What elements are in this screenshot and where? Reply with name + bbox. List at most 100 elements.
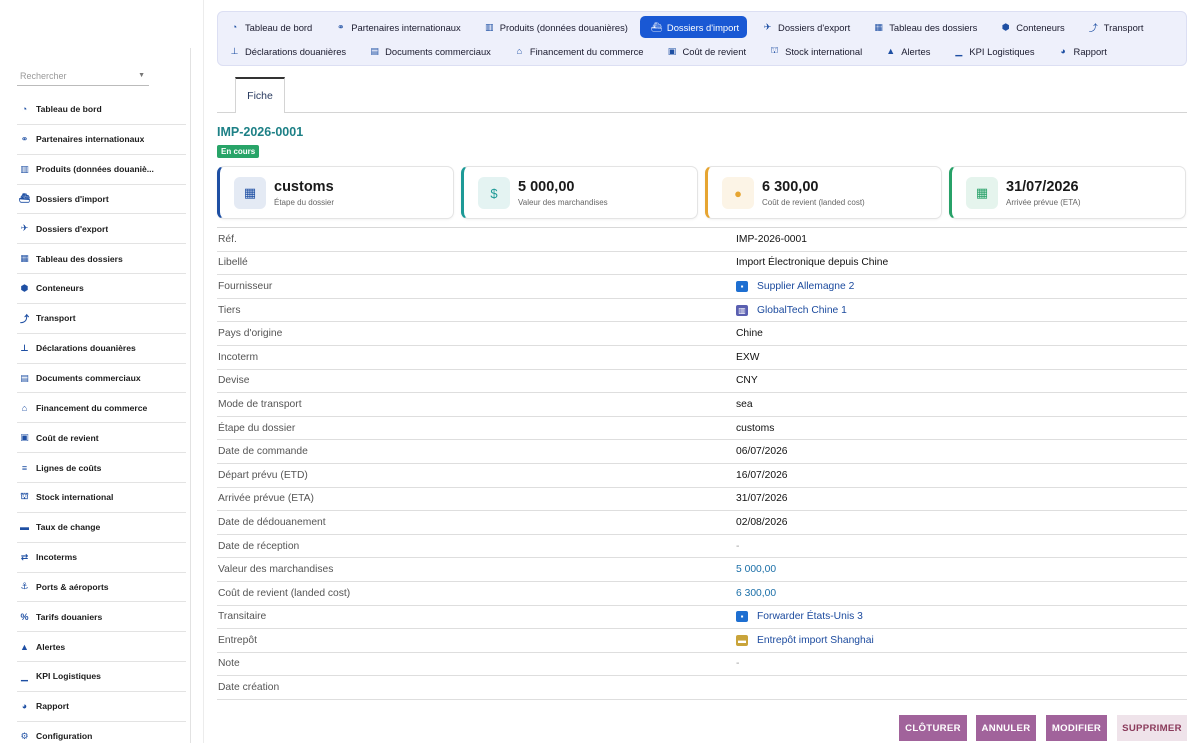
sidebar-item-16[interactable]: ⇄ Incoterms xyxy=(17,543,186,573)
top-nav-label: Dossiers d'import xyxy=(666,21,740,33)
edit-button[interactable]: MODIFIER xyxy=(1046,715,1107,741)
search-select[interactable]: Rechercher ▼ xyxy=(17,66,149,86)
handshake-icon: ⚭ xyxy=(20,133,29,144)
sidebar-item-label: Ports & aéroports xyxy=(36,581,109,592)
detail-label: Étape du dossier xyxy=(218,422,296,434)
sidebar-item-label: Dossiers d'import xyxy=(36,193,109,204)
detail-value: 5 000,00 xyxy=(736,564,776,575)
sidebar-item-17[interactable]: ⚓ Ports & aéroports xyxy=(17,573,186,603)
top-nav-item[interactable]: ⤴ Transport xyxy=(1077,16,1152,38)
top-nav-item[interactable]: ⊥ Déclarations douanières xyxy=(218,40,354,62)
summary-card: ▦ 31/07/2026 Arrivée prévue (ETA) xyxy=(949,166,1186,219)
detail-label: Incoterm xyxy=(218,351,259,363)
ship-icon: ⛴ xyxy=(18,193,31,204)
warehouse-box-icon: ▬ xyxy=(736,634,748,646)
delete-button[interactable]: SUPPRIMER xyxy=(1117,715,1187,741)
top-nav-row-1: ◔ Tableau de bord ⚭ Partenaires internation… xyxy=(218,16,1156,38)
sidebar-item-3[interactable]: ▥ Produits (données douaniè... xyxy=(17,155,186,185)
detail-value-text: Chine xyxy=(736,328,763,340)
top-nav-item[interactable]: ⚭ Partenaires internationaux xyxy=(324,16,468,38)
calculator-icon: ▣ xyxy=(667,45,677,56)
box-icon: ⬢ xyxy=(1001,21,1010,32)
detail-row: Coût de revient (landed cost) 6 300,00 xyxy=(217,582,1187,606)
sidebar-item-11[interactable]: ⌂ Financement du commerce xyxy=(17,393,186,424)
top-nav-item[interactable]: ⌂ Financement du commerce xyxy=(503,40,652,62)
sidebar-item-22[interactable]: ⚙ Configuration xyxy=(17,722,186,743)
sidebar-item-7[interactable]: ⬢ Conteneurs xyxy=(17,274,186,304)
detail-value: - xyxy=(736,658,739,669)
top-nav-item[interactable]: ✈ Dossiers d'export xyxy=(751,16,858,38)
detail-value-text: 31/07/2026 xyxy=(736,493,788,505)
detail-row: Entrepôt ▬ Entrepôt import Shanghai xyxy=(217,629,1187,653)
sidebar-item-8[interactable]: ⤴ Transport xyxy=(17,304,186,334)
detail-value: IMP-2026-0001 xyxy=(736,234,807,245)
top-nav-item[interactable]: ▁ KPI Logistiques xyxy=(942,40,1042,62)
calculator-icon: ▣ xyxy=(20,432,29,443)
top-nav-label: Tableau des dossiers xyxy=(889,21,978,33)
cancel-button[interactable]: ANNULER xyxy=(976,715,1036,741)
top-nav-item[interactable]: ◔ Tableau de bord xyxy=(218,16,320,38)
calendar-icon: ▦ xyxy=(966,177,998,209)
sidebar-item-20[interactable]: ▁ KPI Logistiques xyxy=(17,662,186,692)
detail-row: Date création xyxy=(217,676,1187,700)
detail-row: Date de dédouanement 02/08/2026 xyxy=(217,511,1187,535)
detail-row: Valeur des marchandises 5 000,00 xyxy=(217,558,1187,582)
sidebar-item-12[interactable]: ▣ Coût de revient xyxy=(17,423,186,454)
sidebar-item-18[interactable]: % Tarifs douaniers xyxy=(17,602,186,633)
detail-label: Date de dédouanement xyxy=(218,516,326,528)
detail-label: Date de commande xyxy=(218,446,308,458)
top-nav-item[interactable]: ◕ Rapport xyxy=(1047,40,1115,62)
summary-card-label: Arrivée prévue (ETA) xyxy=(1006,198,1081,207)
tab-fiche[interactable]: Fiche xyxy=(235,77,285,113)
sidebar-item-5[interactable]: ✈ Dossiers d'export xyxy=(17,214,186,245)
detail-value[interactable]: ▪ Supplier Allemagne 2 xyxy=(736,280,855,292)
sidebar-item-label: Transport xyxy=(36,313,76,324)
warehouse-icon: ⛫ xyxy=(20,491,29,502)
detail-value: 6 300,00 xyxy=(736,588,776,599)
sidebar-item-4[interactable]: ⛴ Dossiers d'import xyxy=(17,185,186,215)
sidebar-item-14[interactable]: ⛫ Stock international xyxy=(17,483,186,513)
top-nav-item[interactable]: ▦ Tableau des dossiers xyxy=(862,16,985,38)
gear-icon: ⚙ xyxy=(20,730,29,741)
sidebar-item-21[interactable]: ◕ Rapport xyxy=(17,692,186,722)
sidebar-item-label: Tableau de bord xyxy=(36,104,102,115)
sidebar-item-label: KPI Logistiques xyxy=(36,671,101,682)
top-nav-label: Stock international xyxy=(785,45,863,57)
detail-row: Tiers ▥ GlobalTech Chine 1 xyxy=(217,299,1187,323)
detail-value-text: Supplier Allemagne 2 xyxy=(757,280,855,292)
sidebar-item-1[interactable]: ◔ Tableau de bord xyxy=(17,95,186,125)
top-nav-item[interactable]: ⛫ Stock international xyxy=(758,40,870,62)
summary-card-label: Valeur des marchandises xyxy=(518,198,608,207)
detail-value[interactable]: ▪ Forwarder États-Unis 3 xyxy=(736,611,863,623)
sidebar-item-6[interactable]: ▦ Tableau des dossiers xyxy=(17,244,186,275)
detail-row: Étape du dossier customs xyxy=(217,417,1187,441)
detail-label: Transitaire xyxy=(218,611,267,623)
top-nav-item[interactable]: ⬢ Conteneurs xyxy=(989,16,1072,38)
top-nav-item[interactable]: ▣ Coût de revient xyxy=(655,40,754,62)
sidebar-item-2[interactable]: ⚭ Partenaires internationaux xyxy=(17,125,186,155)
detail-value: 06/07/2026 xyxy=(736,446,788,457)
barcode-icon: ▥ xyxy=(20,163,29,174)
sidebar-item-19[interactable]: ▲ Alertes xyxy=(17,632,186,663)
detail-value[interactable]: ▬ Entrepôt import Shanghai xyxy=(736,634,874,646)
detail-row: Transitaire ▪ Forwarder États-Unis 3 xyxy=(217,606,1187,630)
top-nav-item[interactable]: ▥ Produits (données douanières) xyxy=(473,16,636,38)
sidebar-item-label: Taux de change xyxy=(36,522,101,533)
detail-row: Note - xyxy=(217,653,1187,677)
detail-row: Incoterm EXW xyxy=(217,346,1187,370)
sidebar-item-13[interactable]: ≡ Lignes de coûts xyxy=(17,453,186,483)
detail-value[interactable]: ▥ GlobalTech Chine 1 xyxy=(736,304,847,316)
top-nav-item[interactable]: ▲ Alertes xyxy=(874,40,938,62)
sidebar-item-label: Incoterms xyxy=(36,552,78,563)
top-nav-row-2: ⊥ Déclarations douanières ▤ Documents comme… xyxy=(218,40,1119,62)
close-button[interactable]: CLÔTURER xyxy=(899,715,967,741)
bank-icon: ⌂ xyxy=(516,46,523,56)
sidebar-item-9[interactable]: ⊥ Déclarations douanières xyxy=(17,334,186,364)
pie-chart-icon: ◕ xyxy=(21,701,28,712)
sidebar-item-label: Produits (données douaniè... xyxy=(36,164,154,175)
plane-icon: ✈ xyxy=(20,223,29,234)
sidebar-item-15[interactable]: ▬ Taux de change xyxy=(17,513,186,543)
top-nav-item[interactable]: ▤ Documents commerciaux xyxy=(358,40,499,62)
sidebar-item-10[interactable]: ▤ Documents commerciaux xyxy=(17,364,186,394)
top-nav-item[interactable]: ⛴ Dossiers d'import xyxy=(639,16,748,38)
